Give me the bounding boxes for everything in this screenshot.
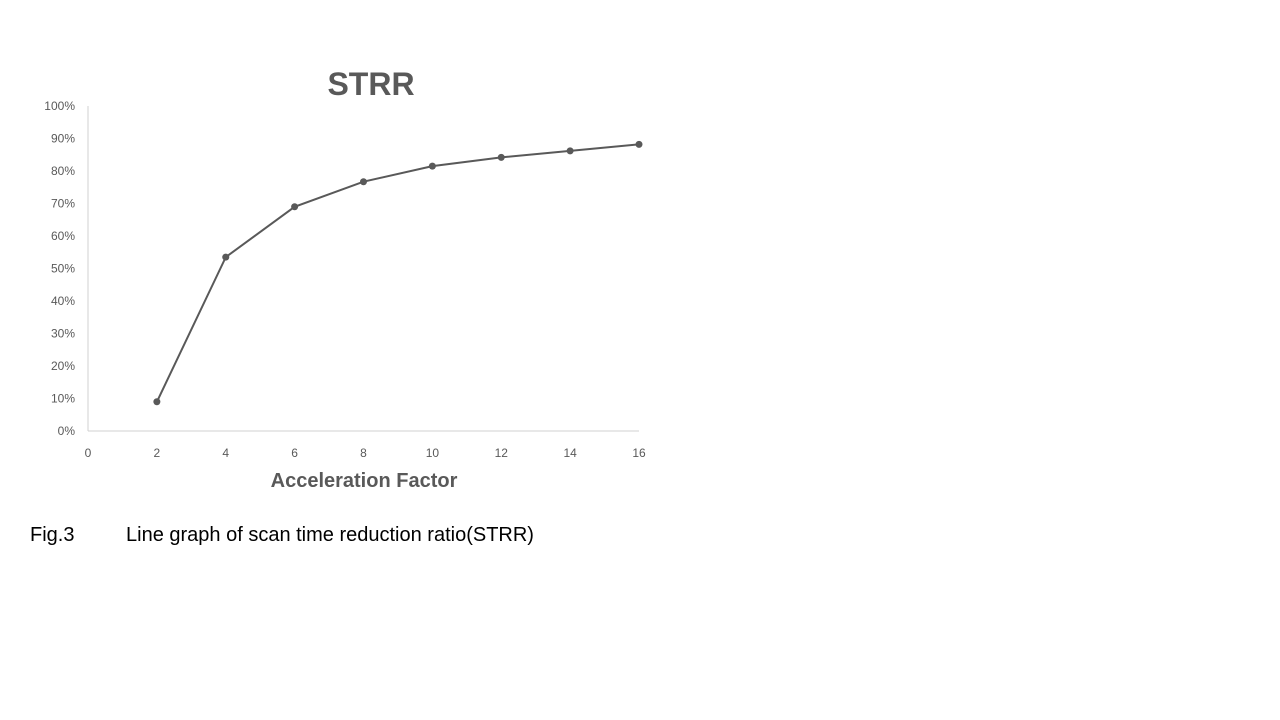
y-tick-label: 90% — [51, 132, 75, 146]
figure-caption: Line graph of scan time reduction ratio(… — [126, 524, 534, 546]
x-tick-label: 12 — [495, 446, 509, 460]
data-point — [153, 398, 161, 406]
data-point — [360, 178, 367, 186]
data-points — [153, 140, 643, 406]
data-point — [497, 153, 505, 161]
data-point — [222, 253, 230, 261]
y-tick-label: 50% — [51, 262, 75, 276]
y-tick-label: 10% — [51, 392, 75, 406]
x-tick-label: 6 — [291, 446, 298, 460]
y-tick-label: 40% — [51, 294, 75, 308]
x-tick-label: 14 — [563, 446, 577, 460]
y-tick-label: 60% — [51, 229, 75, 243]
data-point — [291, 203, 299, 211]
y-tick-label: 70% — [51, 197, 75, 211]
chart-title: STRR — [327, 66, 414, 102]
y-tick-label: 30% — [51, 327, 75, 341]
x-tick-label: 8 — [360, 446, 367, 460]
y-tick-labels: 0% 10% 20% 30% 40% 50% 60% 70% 80% 90% 100% — [44, 99, 75, 438]
x-axis-title: Acceleration Factor — [271, 470, 458, 492]
y-tick-label: 80% — [51, 164, 75, 178]
y-tick-label: 0% — [58, 424, 76, 438]
x-tick-label: 4 — [222, 446, 229, 460]
data-point — [635, 140, 643, 148]
series-line — [155, 143, 640, 403]
data-point — [428, 162, 436, 170]
y-tick-label: 100% — [44, 99, 75, 113]
data-point — [566, 147, 574, 155]
x-tick-label: 10 — [426, 446, 440, 460]
x-tick-label: 2 — [154, 446, 161, 460]
x-tick-label: 16 — [632, 446, 646, 460]
figure-label: Fig.3 — [30, 524, 75, 546]
x-tick-labels: 0 2 4 6 8 10 12 14 16 — [85, 446, 646, 460]
y-tick-label: 20% — [51, 359, 75, 373]
x-tick-label: 0 — [85, 446, 92, 460]
